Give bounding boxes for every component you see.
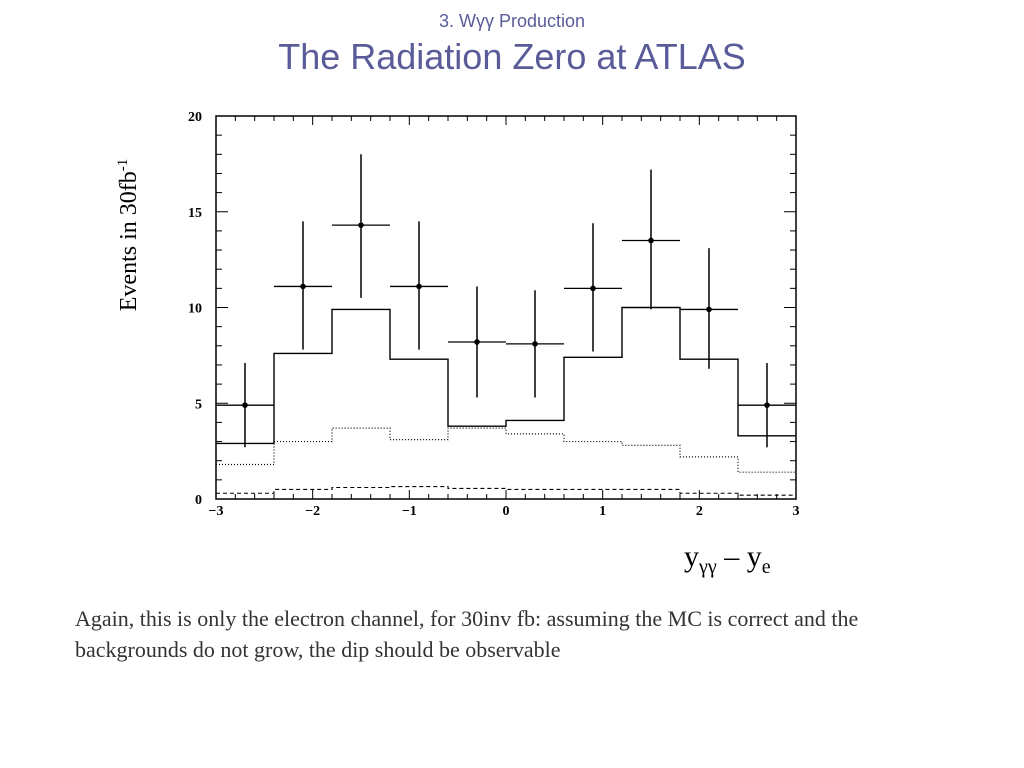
y-tick-label: 0 (195, 493, 202, 508)
dotted-histogram-series (216, 427, 796, 473)
data-point (648, 237, 654, 244)
y-axis-label-text: Events in 30fb (116, 171, 142, 312)
y-tick-label: 10 (188, 302, 202, 317)
data-point (416, 283, 422, 290)
slide-note: Again, this is only the electron channel… (75, 606, 859, 662)
x-tick-label: 0 (503, 504, 510, 519)
dashed-histogram-series (216, 486, 796, 496)
x-tick-label: 1 (599, 504, 606, 519)
x-tick-label: −3 (209, 504, 224, 519)
x-axis-label-minus-y: – y (716, 540, 762, 573)
data-points-series (216, 154, 796, 448)
data-point (300, 283, 306, 290)
x-axis-label: yγγ – ye (684, 540, 771, 579)
x-tick-label: 3 (793, 504, 800, 519)
slide-title: The Radiation Zero at ATLAS (278, 36, 746, 77)
data-point (242, 402, 248, 408)
x-axis-label-sub-e: e (761, 556, 771, 578)
y-axis-label-exponent: -1 (115, 158, 131, 172)
data-point (358, 222, 364, 228)
x-axis-label-sub-gg: γγ (699, 556, 717, 578)
data-point (764, 402, 770, 408)
solid-histogram-series (216, 306, 796, 445)
x-axis-label-y1: y (684, 540, 699, 573)
data-point (474, 339, 480, 345)
y-tick-label: 15 (188, 206, 202, 221)
x-tick-label: −2 (305, 504, 320, 519)
y-tick-label: 5 (195, 397, 202, 412)
x-tick-label: −1 (402, 504, 417, 519)
slide-subtitle: 3. Wγγ Production (438, 11, 586, 31)
data-point (590, 285, 596, 292)
y-axis-label: Events in 30fb-1 (115, 159, 143, 311)
data-point (532, 341, 538, 347)
y-tick-label: 20 (188, 110, 202, 125)
data-point (706, 306, 712, 313)
x-tick-label: 2 (696, 504, 703, 519)
